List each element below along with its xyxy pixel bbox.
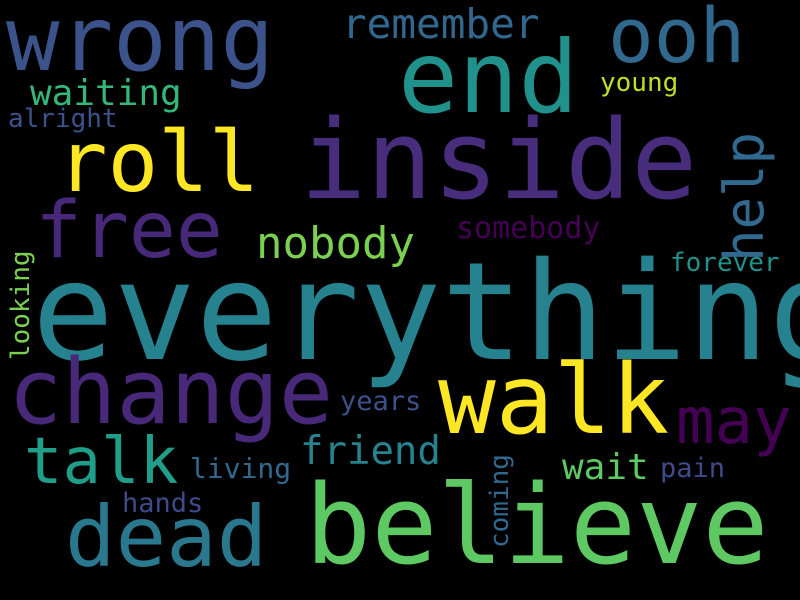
word-pain: pain [660, 453, 726, 484]
word-waiting: waiting [30, 73, 182, 114]
word-remember: remember [342, 0, 540, 48]
word-talk: talk [24, 425, 179, 499]
word-alright: alright [8, 104, 118, 134]
word-wait: wait [562, 447, 649, 488]
word-free: free [35, 186, 223, 276]
word-dead: dead [65, 488, 268, 586]
word-walk: walk [438, 344, 670, 456]
word-friend: friend [300, 429, 441, 474]
word-believe: believe [305, 461, 769, 589]
word-roll: roll [57, 113, 260, 211]
word-end: end [398, 19, 579, 136]
word-young: young [600, 68, 679, 98]
word-ooh: ooh [608, 0, 746, 80]
word-forever: forever [670, 248, 780, 278]
word-may: may [676, 385, 792, 459]
word-change: change [8, 340, 334, 445]
word-somebody: somebody [456, 211, 601, 246]
word-inside: inside [300, 96, 698, 224]
word-living: living [190, 452, 292, 485]
word-wrong: wrong [6, 0, 274, 91]
word-nobody: nobody [256, 218, 415, 269]
word-everything: everything [32, 234, 800, 392]
word-hands: hands [122, 488, 204, 519]
word-years: years [340, 386, 422, 417]
